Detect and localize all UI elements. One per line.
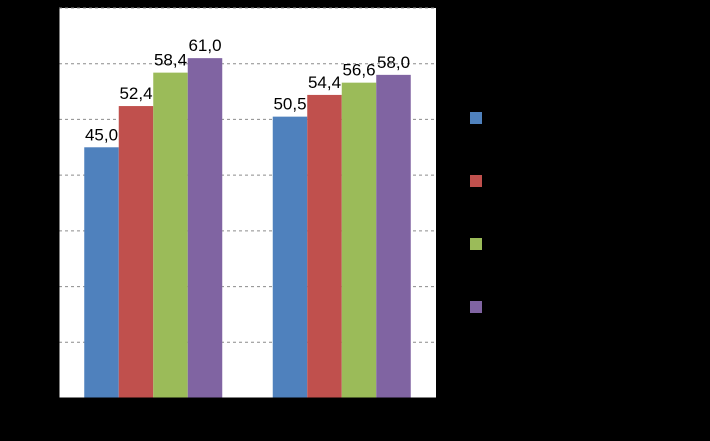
- data-label-s4-c2: 58,0: [377, 53, 410, 72]
- data-label-s2-c1: 52,4: [119, 84, 152, 103]
- data-labels: 45,0 52,458,461,0 50,554,456,6 58,0: [85, 36, 410, 144]
- legend-swatch-s1: [470, 112, 482, 124]
- axes: [53, 7, 437, 405]
- legend-swatch-s4: [470, 301, 482, 313]
- bar-s2-c2: [307, 94, 342, 399]
- data-label-s1-c1: 45,0: [85, 125, 118, 144]
- data-label-s1-c2: 50,5: [273, 95, 306, 114]
- data-label-s3-c1: 58,4: [154, 51, 187, 70]
- bar-s1-c1: [84, 147, 119, 398]
- data-label-s3-c2: 56,6: [342, 61, 375, 80]
- bar-s4-c1: [187, 58, 223, 399]
- data-label-s4-c1: 61,0: [188, 36, 221, 55]
- bar-s3-c1: [153, 72, 188, 398]
- legend-swatch-s3: [470, 238, 482, 250]
- bar-s2-c1: [118, 106, 154, 399]
- bars: [84, 58, 411, 399]
- bar-s3-c2: [341, 82, 377, 399]
- bar-s1-c2: [272, 116, 308, 399]
- legend: [470, 112, 482, 313]
- data-label-s2-c2: 54,4: [308, 73, 341, 92]
- bar-s4-c2: [376, 74, 411, 398]
- legend-swatch-s2: [470, 175, 482, 187]
